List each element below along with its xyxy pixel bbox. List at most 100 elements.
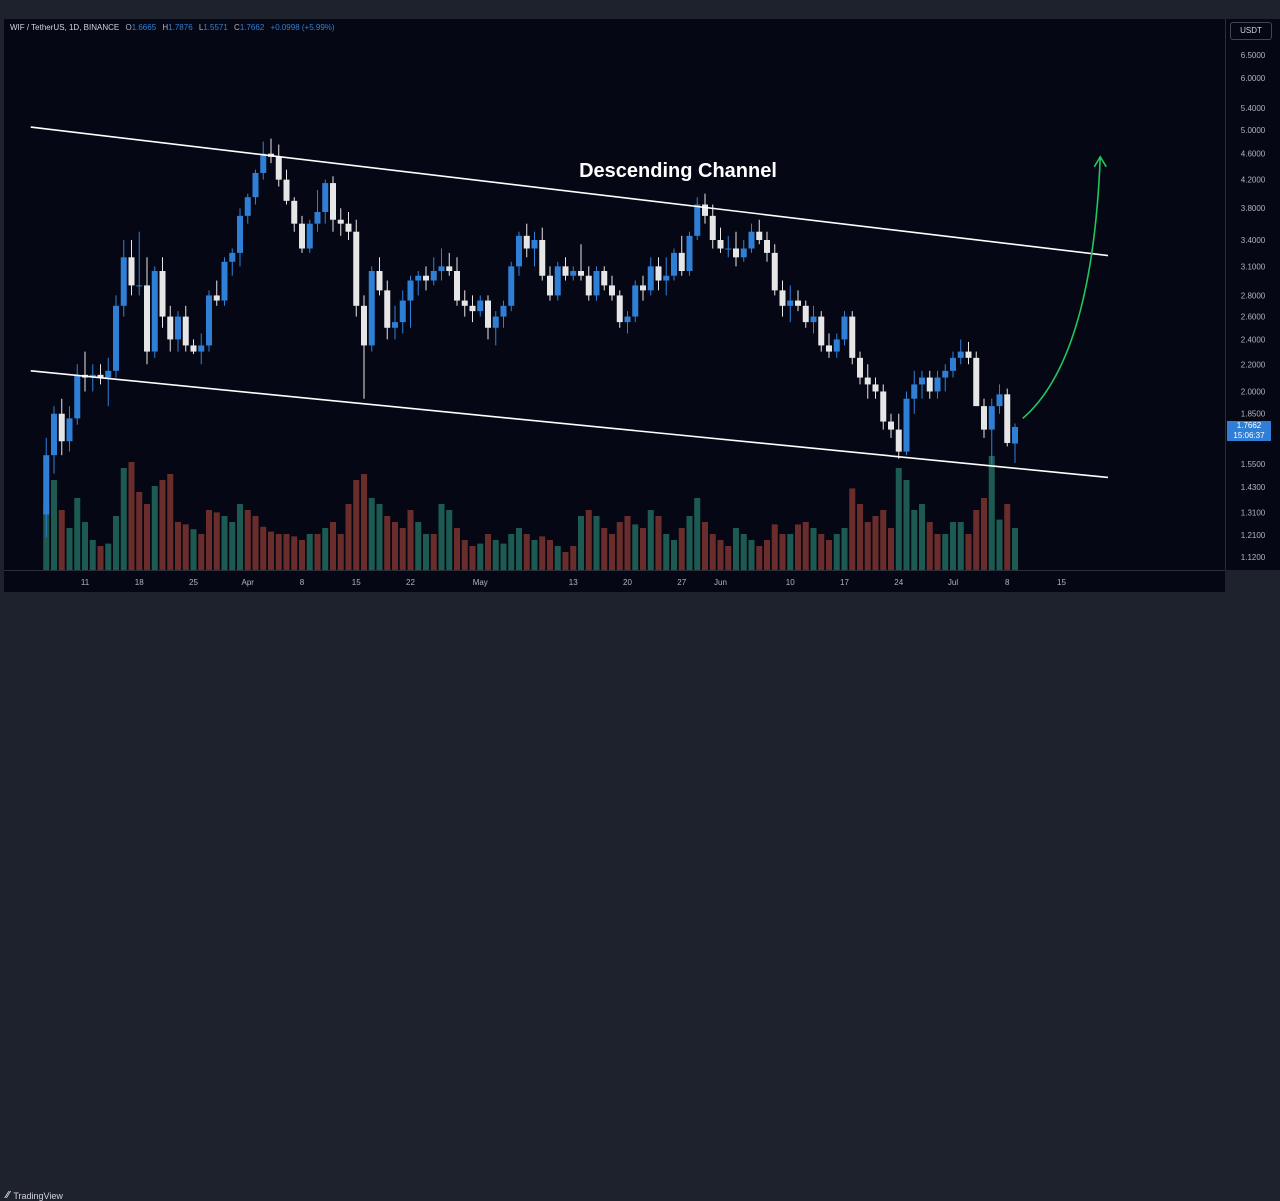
volume-bar [384, 516, 391, 570]
candle-body [1012, 426, 1018, 444]
candle-body [624, 316, 631, 323]
volume-bar [663, 534, 670, 570]
volume-bar [477, 543, 484, 570]
time-tick-label: 10 [786, 578, 795, 587]
volume-bar [136, 492, 143, 570]
time-tick-label: 15 [352, 578, 361, 587]
candle-body [709, 215, 716, 240]
volume-bar [678, 528, 685, 570]
volume-bar [446, 510, 453, 570]
volume-bar [1012, 528, 1018, 570]
volume-bar [159, 480, 166, 570]
candle-body [942, 370, 949, 378]
time-axis[interactable]: 11 18 25 Apr 8 15 22 May 13 20 27 Jun 10 17 24 Jul 8 15 [4, 570, 1225, 592]
price-axis-ticks: 1.1200 1.2100 1.3100 1.4300 1.5500 1.8500 2.00… [1241, 51, 1266, 562]
volume-bar [911, 510, 918, 570]
volume-bar [655, 516, 662, 570]
candle-body [717, 239, 724, 249]
tradingview-logo[interactable]: ⁄⁄ TradingView [6, 1190, 63, 1201]
candle-body [454, 271, 460, 301]
candle-body [423, 275, 429, 281]
volume-bar [973, 510, 980, 570]
candle-layer [43, 138, 1018, 538]
candle-body [252, 172, 259, 198]
candle-body [911, 384, 918, 399]
candle-body [957, 351, 964, 358]
volume-bar [237, 504, 243, 570]
volume-bar [485, 534, 491, 570]
candle-body [702, 204, 708, 216]
price-tick-label: 3.1000 [1241, 262, 1266, 271]
candle-body [337, 219, 344, 224]
volume-bar [895, 468, 902, 570]
candle-body [740, 248, 747, 258]
volume-bar [826, 540, 832, 570]
chart-pane[interactable]: Descending Channel [4, 19, 1225, 570]
volume-bar [539, 536, 546, 570]
price-axis[interactable]: 1.1200 1.2100 1.3100 1.4300 1.5500 1.8500 2.00… [1225, 19, 1280, 570]
price-chart[interactable]: Descending Channel [4, 19, 1225, 570]
volume-bar [66, 528, 73, 570]
candle-body [159, 271, 166, 317]
candle-body [182, 316, 189, 346]
candle-body [469, 305, 476, 312]
candle-body [632, 285, 639, 317]
candle-body [647, 266, 654, 291]
volume-bar [640, 528, 646, 570]
price-tick-label: 2.0000 [1241, 387, 1266, 396]
volume-bar [740, 534, 747, 570]
price-tick-label: 5.0000 [1241, 126, 1266, 135]
volume-bar [531, 540, 538, 570]
tradingview-mark-icon: ⁄⁄ [6, 1190, 10, 1201]
chart-frame: Descending Channel WIF / TetherUS, 1D, B… [0, 19, 1280, 1201]
time-tick-label: 13 [569, 578, 578, 587]
volume-bar [461, 540, 468, 570]
close-key: C [234, 23, 240, 32]
price-tick-label: 4.6000 [1241, 150, 1266, 159]
price-tick-label: 2.4000 [1241, 335, 1266, 344]
candle-body [136, 285, 143, 287]
volume-bar [554, 546, 561, 570]
open-key: O [125, 23, 132, 32]
volume-bar [570, 546, 577, 570]
volume-bar [880, 510, 887, 570]
volume-bar [128, 462, 135, 570]
candle-body [694, 204, 701, 236]
candle-body [151, 271, 158, 352]
volume-bar [725, 546, 732, 570]
candle-body [895, 429, 902, 452]
candle-body [244, 197, 251, 216]
footer: ⁄⁄ TradingView [0, 592, 1280, 1201]
high-key: H [162, 23, 169, 32]
symbol-title[interactable]: WIF / TetherUS, 1D, BINANCE [10, 23, 120, 32]
channel-upper-line [30, 126, 1109, 257]
currency-button[interactable]: USDT [1230, 22, 1272, 40]
candle-body [1004, 394, 1011, 443]
volume-bar [523, 534, 530, 570]
volume-bar [671, 540, 677, 570]
volume-bar [934, 534, 941, 570]
volume-bar [748, 540, 755, 570]
candle-body [640, 285, 646, 291]
time-tick-label: 20 [623, 578, 632, 587]
time-tick-label: 8 [1005, 578, 1010, 587]
volume-bar [97, 546, 104, 570]
volume-bar [632, 524, 639, 570]
ohlc-legend: WIF / TetherUS, 1D, BINANCE O1.6665 H1.7… [10, 23, 335, 32]
candle-body [578, 271, 584, 276]
volume-bar [120, 468, 127, 570]
volume-bar [213, 512, 220, 570]
volume-bar [151, 486, 158, 570]
candle-body [787, 300, 794, 306]
volume-bar [647, 510, 654, 570]
candle-body [671, 252, 677, 276]
candle-body [314, 212, 321, 224]
volume-bar [423, 534, 429, 570]
candle-body [51, 413, 57, 456]
volume-bar [469, 546, 476, 570]
last-price-value: 1.7662 [1236, 421, 1262, 430]
volume-bar [330, 522, 336, 570]
candle-body [663, 275, 670, 281]
candle-body [399, 300, 406, 323]
volume-bar [175, 522, 181, 570]
